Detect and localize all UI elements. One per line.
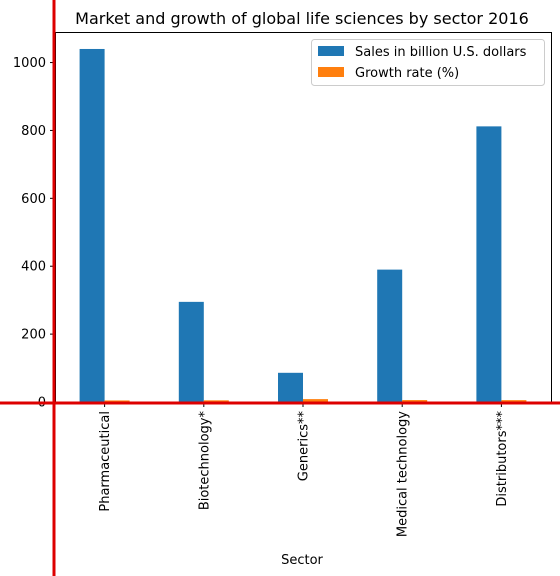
bar-growth-0 xyxy=(104,400,130,402)
x-tick-label-2: Generics** xyxy=(297,411,312,482)
legend-label-sales: Sales in billion U.S. dollars xyxy=(355,45,527,60)
bar-sales-3 xyxy=(377,269,403,402)
x-tick-label-1: Biotechnology* xyxy=(197,411,212,511)
bar-sales-2 xyxy=(278,372,303,402)
bar-sales-0 xyxy=(79,48,105,403)
legend: Sales in billion U.S. dollars Growth rat… xyxy=(311,39,545,86)
legend-swatch-sales xyxy=(318,46,344,56)
x-tick-label-3: Medical technology xyxy=(396,411,411,537)
bars-group xyxy=(79,48,527,403)
legend-box xyxy=(311,39,545,86)
y-tick-label-5: 1000 xyxy=(13,56,46,71)
bar-growth-2 xyxy=(303,399,328,402)
y-tick-label-4: 800 xyxy=(21,124,46,139)
x-tick-label-4: Distributors*** xyxy=(495,411,510,507)
y-tick-label-3: 600 xyxy=(21,192,46,207)
x-axis-label: Sector xyxy=(281,553,323,568)
bar-growth-3 xyxy=(402,400,428,402)
bar-sales-1 xyxy=(178,301,204,402)
bar-sales-4 xyxy=(476,126,502,402)
x-axis: Pharmaceutical Biotechnology* Generics** Me… xyxy=(98,402,510,537)
legend-label-growth: Growth rate (%) xyxy=(355,66,459,81)
chart-title: Market and growth of global life science… xyxy=(75,9,529,28)
y-tick-label-1: 200 xyxy=(21,328,46,343)
y-axis: 02004006008001000 xyxy=(13,56,55,411)
legend-swatch-growth xyxy=(318,67,344,77)
y-tick-label-2: 400 xyxy=(21,260,46,275)
bar-growth-4 xyxy=(501,400,527,402)
bar-growth-1 xyxy=(203,400,229,402)
x-tick-label-0: Pharmaceutical xyxy=(98,411,113,512)
